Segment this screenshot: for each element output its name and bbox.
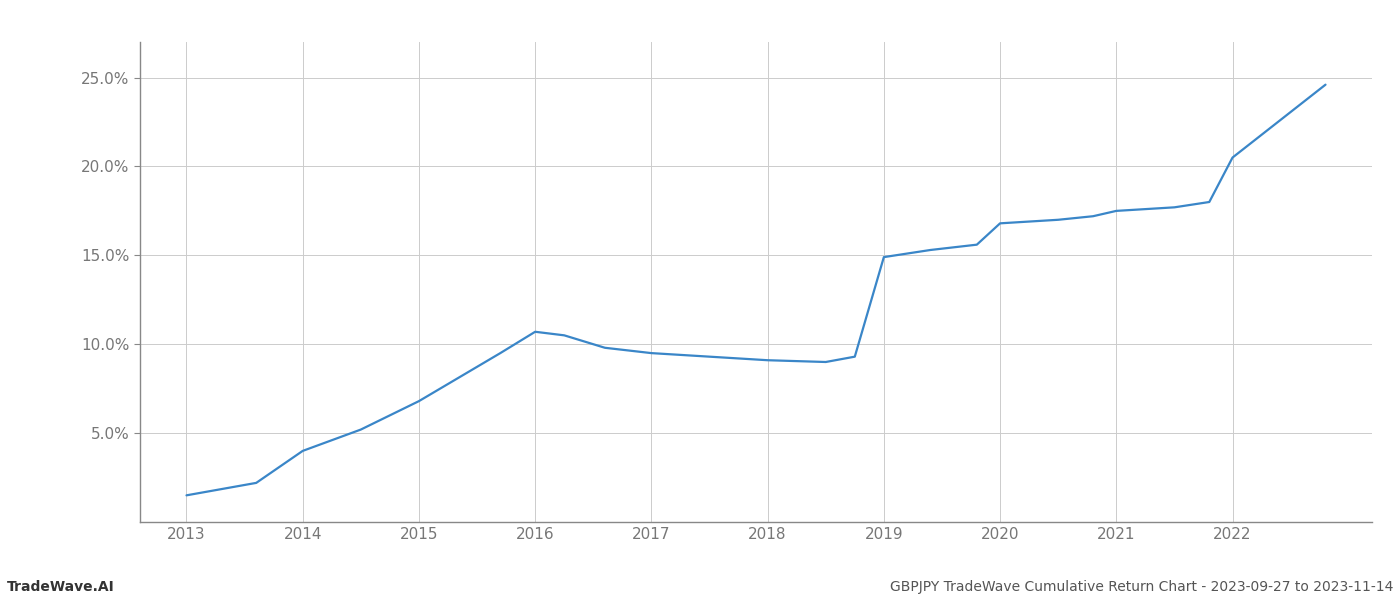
Text: TradeWave.AI: TradeWave.AI — [7, 580, 115, 594]
Text: GBPJPY TradeWave Cumulative Return Chart - 2023-09-27 to 2023-11-14: GBPJPY TradeWave Cumulative Return Chart… — [889, 580, 1393, 594]
